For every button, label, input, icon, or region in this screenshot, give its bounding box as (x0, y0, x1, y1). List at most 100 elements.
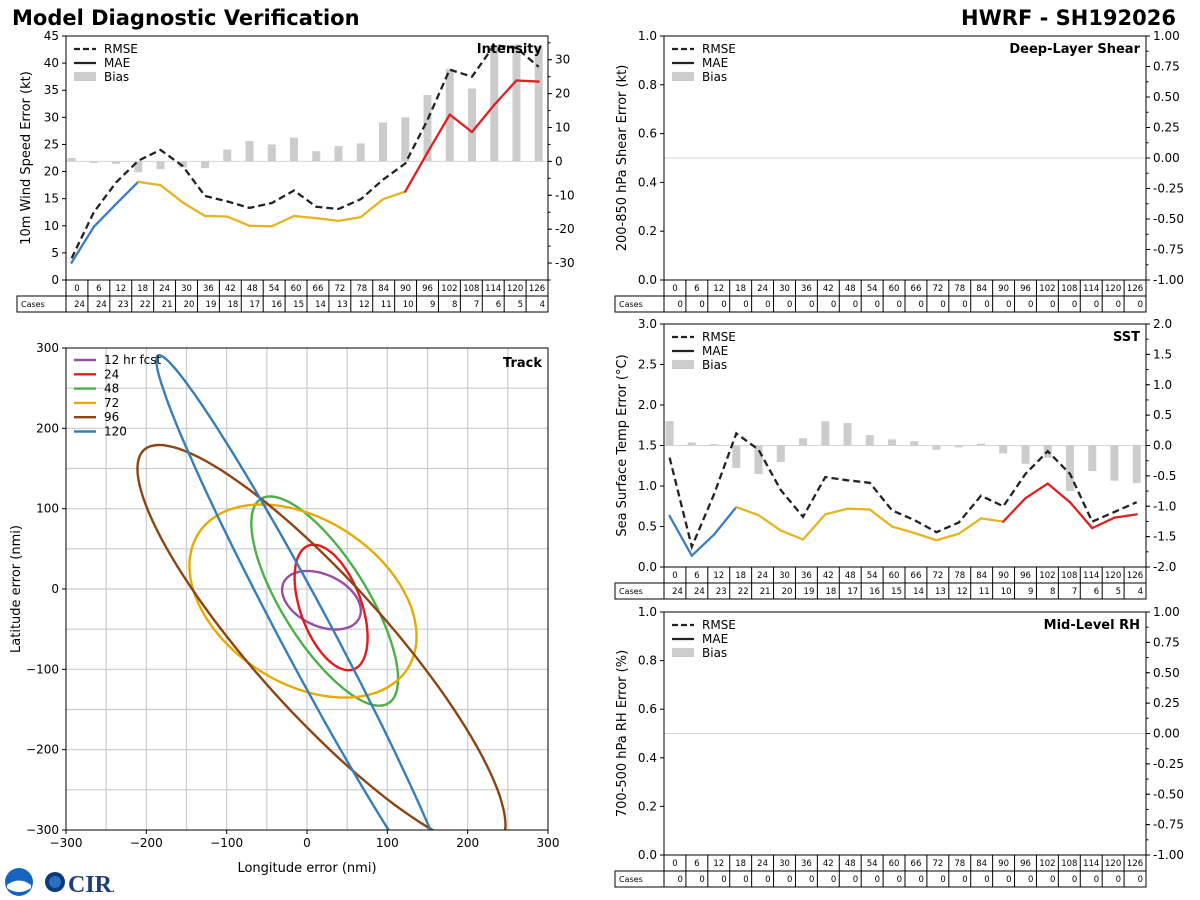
bias-bar (687, 442, 696, 446)
lead-time-label: 18 (137, 284, 148, 294)
y2-tick-label: 0.25 (1153, 121, 1180, 135)
lead-time-label: 102 (1039, 571, 1055, 581)
lead-time-label: 18 (735, 284, 746, 294)
cases-value: 11 (381, 300, 392, 310)
lead-time-label: 114 (1083, 284, 1099, 294)
cases-row (16, 295, 549, 313)
legend-label: 24 (104, 367, 119, 381)
cases-value: 11 (979, 587, 990, 597)
lead-time-label: 60 (889, 859, 900, 869)
y-tick-label: 0.8 (638, 78, 657, 92)
cases-value: 19 (206, 300, 217, 310)
y-tick-label: −100 (26, 662, 59, 676)
y2-tick-label: -1.5 (1153, 530, 1176, 544)
bias-bar (865, 435, 874, 446)
lead-time-label: 60 (889, 284, 900, 294)
legend-bias-swatch (672, 648, 694, 657)
lead-time-label: 96 (1020, 571, 1031, 581)
bias-bar (799, 438, 808, 446)
bias-bar (312, 151, 321, 162)
y2-tick-label: 0.75 (1153, 635, 1180, 649)
lead-time-label: 24 (757, 571, 768, 581)
cases-value: 0 (677, 300, 682, 310)
mae-segment (957, 517, 983, 535)
y2-tick-label: 0.0 (1153, 439, 1172, 453)
error-ellipse (280, 569, 362, 631)
y-tick-label: 1.5 (638, 439, 657, 453)
y2-tick-label: 0 (555, 154, 563, 168)
lead-time-label: 30 (779, 284, 790, 294)
bias-bar (821, 421, 830, 446)
cases-value: 20 (782, 587, 793, 597)
lead-time-label: 102 (441, 284, 457, 294)
lead-time-label: 72 (932, 284, 943, 294)
error-ellipse (250, 495, 400, 707)
mae-segment (426, 113, 451, 154)
x-axis-label: Longitude error (nmi) (237, 861, 376, 876)
cases-value: 4 (1138, 587, 1143, 597)
mae-segment (868, 508, 894, 528)
mae-segment (890, 525, 916, 535)
y-tick-label: 5 (51, 246, 59, 260)
panel-title: Track (503, 356, 542, 371)
y2-tick-label: -10 (555, 188, 575, 202)
cases-value: 0 (984, 300, 989, 310)
lead-time-label: 48 (845, 571, 856, 581)
y2-tick-label: 1.0 (1153, 378, 1172, 392)
chart-shear: 0.0 0.2 0.4 0.6 0.8 1.0 -1.00 -0.75 -0.50 -0.25 0.… (614, 29, 1184, 313)
bias-bar (112, 161, 121, 164)
rmse-line (70, 43, 540, 259)
x-tick-label: 0 (303, 836, 311, 850)
lead-time-label: 42 (225, 284, 236, 294)
error-ellipse (293, 543, 369, 672)
x-tick-label: 200 (456, 836, 479, 850)
bias-bar (776, 445, 785, 462)
legend-mae-label: MAE (104, 56, 130, 70)
y2-tick-label: -1.0 (1153, 499, 1176, 513)
cases-value: 0 (1116, 300, 1121, 310)
lead-time-label: 84 (976, 571, 987, 581)
legend-label: 96 (104, 410, 119, 424)
cases-value: 0 (743, 875, 748, 885)
y-tick-label: 3.0 (638, 317, 657, 331)
cases-value: 0 (809, 875, 814, 885)
legend-label: 72 (104, 396, 119, 410)
cases-value: 18 (825, 587, 836, 597)
cases-value: 21 (760, 587, 771, 597)
mae-segment (712, 505, 738, 536)
mae-segment (248, 224, 273, 228)
y-tick-label: 1.0 (638, 479, 657, 493)
mae-segment (337, 215, 362, 223)
y-axis-label: Sea Surface Temp Error (°C) (615, 354, 630, 536)
y2-tick-label: 0.00 (1153, 151, 1180, 165)
mae-segment (1091, 516, 1116, 530)
legend-label: 48 (104, 382, 119, 396)
bias-bar (67, 158, 76, 162)
cases-value: 5 (518, 300, 523, 310)
y2-tick-label: -0.25 (1153, 182, 1184, 196)
mae-segment (668, 514, 693, 557)
cases-row (614, 295, 1147, 313)
cases-value: 22 (140, 300, 151, 310)
legend-rmse-label: RMSE (702, 42, 736, 56)
lead-time-label: 24 (159, 284, 170, 294)
lead-time-label: 108 (463, 284, 479, 294)
y-tick-label: 0.5 (638, 520, 657, 534)
y2-tick-label: -20 (555, 222, 575, 236)
legend-bias-label: Bias (702, 70, 727, 84)
cases-value: 0 (787, 875, 792, 885)
bias-bar (754, 445, 763, 475)
lead-time-label: 54 (867, 571, 878, 581)
mae-segment (470, 103, 496, 134)
lead-time-label: 66 (911, 284, 922, 294)
y-axis-label: 200-850 hPa Shear Error (kt) (615, 65, 630, 252)
lead-time-label: 120 (1105, 859, 1121, 869)
cases-value: 14 (913, 587, 924, 597)
cases-value: 0 (897, 875, 902, 885)
chart-sst: 0.0 0.5 1.0 1.5 2.0 2.5 3.0 -2.0 -1.5 -1.0 -0.5 0.0… (614, 317, 1176, 600)
y2-tick-label: 1.00 (1153, 29, 1180, 43)
y-tick-label: 40 (44, 56, 59, 70)
mae-segment (801, 513, 827, 541)
cases-value: 24 (694, 587, 705, 597)
lead-time-label: 66 (313, 284, 324, 294)
